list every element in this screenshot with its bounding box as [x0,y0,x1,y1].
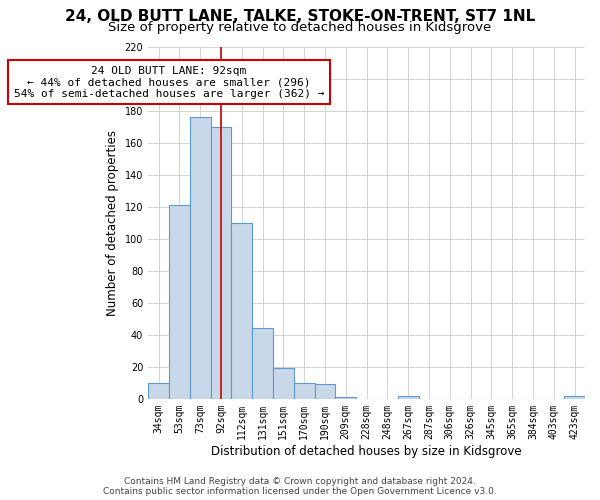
Bar [232,222,252,399]
Bar [294,383,314,399]
Text: Size of property relative to detached houses in Kidsgrove: Size of property relative to detached ho… [109,21,491,34]
Text: Contains HM Land Registry data © Crown copyright and database right 2024.
Contai: Contains HM Land Registry data © Crown c… [103,476,497,496]
Bar [564,396,585,399]
Bar [335,397,356,399]
Text: 24, OLD BUTT LANE, TALKE, STOKE-ON-TRENT, ST7 1NL: 24, OLD BUTT LANE, TALKE, STOKE-ON-TRENT… [65,9,535,24]
Bar [252,328,273,399]
Bar [148,383,169,399]
Text: 24 OLD BUTT LANE: 92sqm
← 44% of detached houses are smaller (296)
54% of semi-d: 24 OLD BUTT LANE: 92sqm ← 44% of detache… [14,66,324,99]
Bar [211,126,232,399]
Y-axis label: Number of detached properties: Number of detached properties [106,130,119,316]
Bar [190,117,211,399]
X-axis label: Distribution of detached houses by size in Kidsgrove: Distribution of detached houses by size … [211,444,522,458]
Bar [398,396,419,399]
Bar [169,205,190,399]
Bar [314,384,335,399]
Bar [273,368,294,399]
